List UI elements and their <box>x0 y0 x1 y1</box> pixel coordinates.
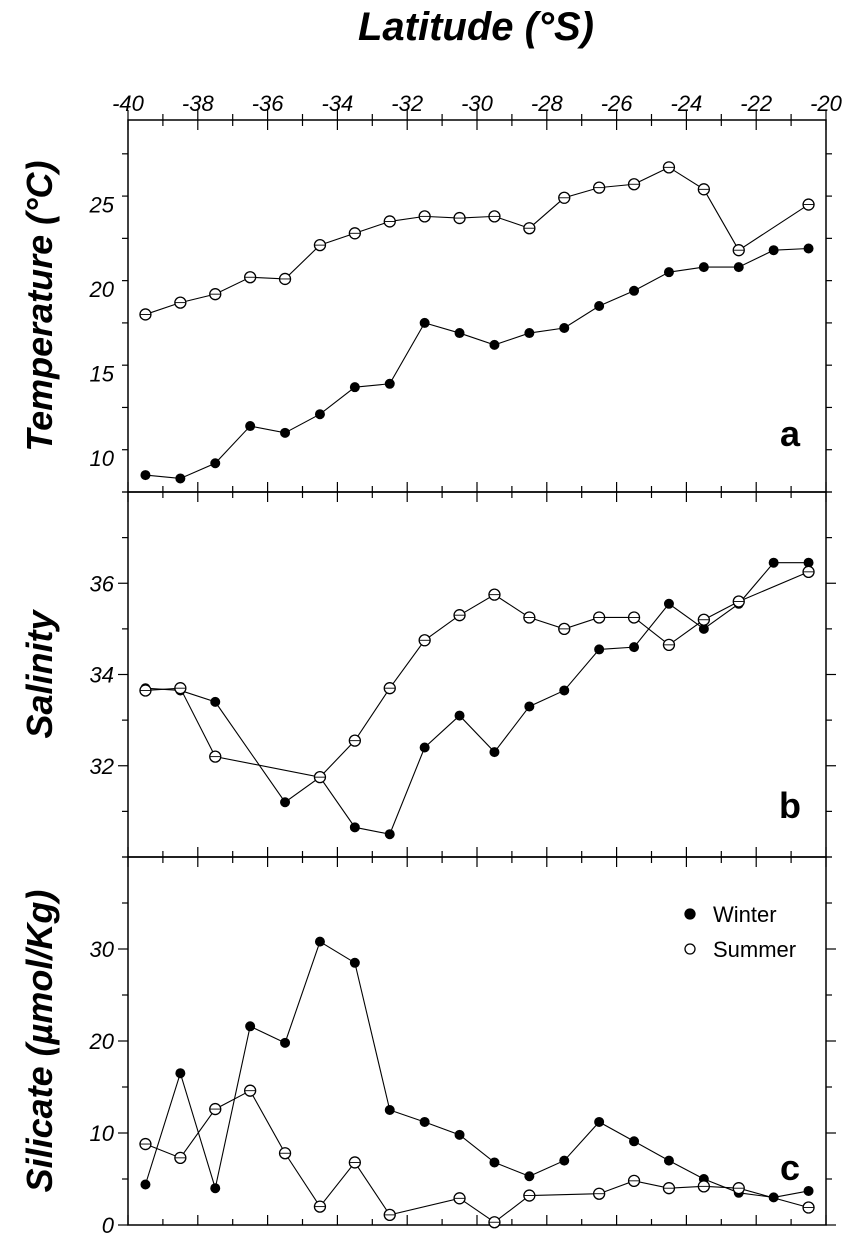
data-point-winter <box>349 957 360 968</box>
data-point-winter <box>733 262 744 273</box>
data-point-winter <box>175 473 186 484</box>
data-point-winter <box>280 427 291 438</box>
series-line-summer <box>145 1089 809 1223</box>
data-point-winter <box>489 1157 500 1168</box>
data-point-winter <box>454 710 465 721</box>
y-tick-label: 25 <box>89 193 115 218</box>
data-point-winter <box>663 267 674 278</box>
data-point-winter <box>419 1116 430 1127</box>
y-axis-label: Silicate (µmol/Kg) <box>19 890 60 1193</box>
data-point-winter <box>419 317 430 328</box>
data-point-winter <box>559 322 570 333</box>
data-point-winter <box>245 1021 256 1032</box>
data-point-winter <box>314 936 325 947</box>
y-tick-label: 20 <box>89 1029 115 1054</box>
data-point-winter <box>768 557 779 568</box>
panel-c: 0 10 20 30 Silicate (µmol/Kg) c <box>19 856 836 1238</box>
data-point-winter <box>698 262 709 273</box>
panel-letter: c <box>780 1147 800 1188</box>
data-point-winter <box>489 747 500 758</box>
data-point-winter <box>594 301 605 311</box>
series-line-summer <box>145 571 809 778</box>
data-point-winter <box>210 1183 221 1194</box>
legend-winter-marker <box>684 908 696 920</box>
data-point-winter <box>629 285 640 296</box>
data-point-winter <box>559 685 570 696</box>
data-point-winter <box>454 1129 465 1140</box>
y-tick-label: 10 <box>90 1121 115 1146</box>
data-point-winter <box>384 378 395 389</box>
plot-frame <box>127 119 827 493</box>
panel-letter: b <box>779 785 801 826</box>
panels: 10 15 20 25 Temperature (°C) a 32 34 36 Salinity b… <box>19 110 836 1238</box>
series-line-winter <box>144 940 809 1198</box>
data-point-winter <box>663 598 674 609</box>
series-line-winter <box>145 562 809 835</box>
data-point-winter <box>768 245 779 256</box>
data-point-winter <box>454 328 465 339</box>
data-point-winter <box>384 1105 395 1115</box>
data-point-winter <box>524 328 535 339</box>
data-point-winter <box>349 382 360 393</box>
legend-winter-label: Winter <box>713 902 777 927</box>
y-tick-label: 20 <box>89 277 115 302</box>
legend-summer-marker <box>684 943 696 955</box>
data-point-winter <box>280 797 291 808</box>
data-point-winter <box>663 1155 674 1166</box>
data-point-winter <box>803 243 814 254</box>
data-point-winter <box>245 421 256 432</box>
y-axis-label: Salinity <box>19 609 60 739</box>
data-point-winter <box>314 409 325 420</box>
y-tick-label: 10 <box>90 446 115 471</box>
data-point-winter <box>559 1155 570 1166</box>
series-line-winter <box>145 247 809 480</box>
y-tick-label: 15 <box>90 362 115 387</box>
data-point-winter <box>349 822 360 833</box>
y-axis-label: Temperature (°C) <box>19 160 60 451</box>
legend-summer-label: Summer <box>713 937 796 962</box>
y-tick-label: 32 <box>90 754 114 779</box>
data-point-winter <box>419 742 430 753</box>
plot-frame <box>127 491 827 858</box>
data-point-winter <box>210 458 221 469</box>
data-point-winter <box>594 644 605 655</box>
data-point-winter <box>489 339 500 350</box>
panel-letter: a <box>780 413 801 454</box>
y-tick-label: 30 <box>90 937 115 962</box>
data-point-winter <box>280 1037 291 1048</box>
panel-a: 10 15 20 25 Temperature (°C) a <box>19 110 832 493</box>
data-point-winter <box>140 1179 151 1190</box>
figure-title: Latitude (°S) <box>358 5 594 49</box>
data-point-winter <box>524 701 535 712</box>
data-point-winter <box>384 829 395 840</box>
data-point-winter <box>594 1116 605 1127</box>
data-point-winter <box>524 1171 535 1182</box>
legend: Winter Summer <box>684 902 796 962</box>
data-point-winter <box>803 1185 814 1196</box>
data-point-winter <box>175 1068 186 1079</box>
data-point-winter <box>629 1136 640 1147</box>
y-tick-label: 34 <box>90 663 114 688</box>
panel-b: 32 34 36 Salinity b <box>19 491 836 858</box>
data-point-winter <box>629 642 640 653</box>
data-point-winter <box>210 696 221 707</box>
y-tick-label: 36 <box>90 571 115 596</box>
y-tick-label: 0 <box>102 1213 115 1238</box>
data-point-winter <box>140 470 151 481</box>
